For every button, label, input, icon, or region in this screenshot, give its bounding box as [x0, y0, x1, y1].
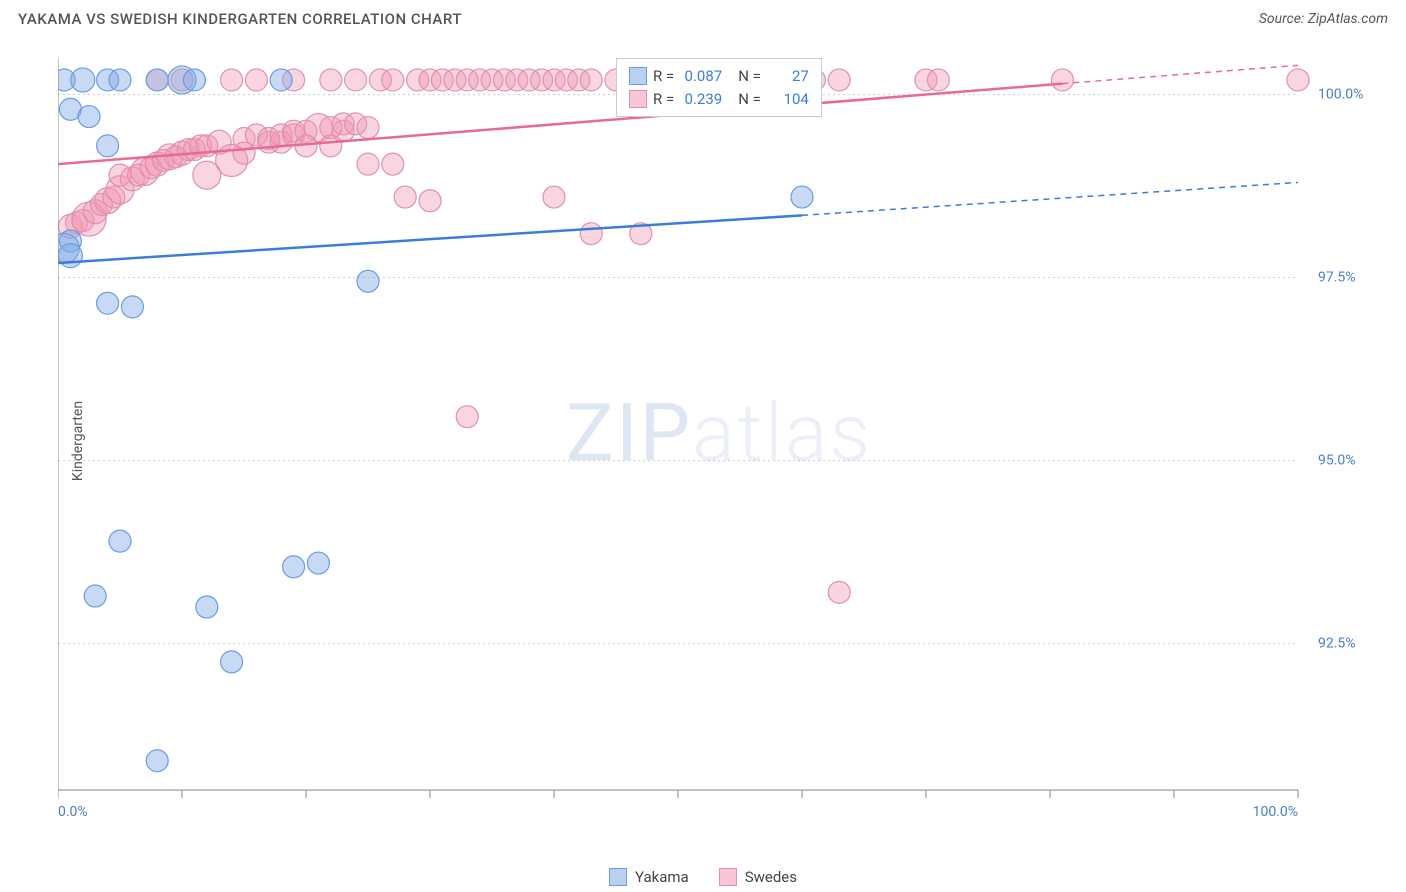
chart-source: Source: ZipAtlas.com	[1259, 11, 1388, 27]
data-point	[183, 69, 205, 91]
data-point	[283, 556, 305, 578]
scatter-chart: 92.5% 95.0% 97.5% 100.0% 0.0% 100.0%	[58, 48, 1380, 818]
data-point	[58, 244, 82, 268]
data-point	[456, 406, 478, 428]
r-value: 0.087	[680, 65, 722, 88]
x-tick-label: 100.0%	[1253, 804, 1298, 818]
data-point	[121, 296, 143, 318]
trend-line	[58, 215, 802, 263]
legend-swatch-icon	[719, 868, 737, 886]
legend-item: Swedes	[719, 868, 797, 886]
legend-swatch-icon	[629, 90, 647, 108]
stats-legend: R = 0.087 N = 27 R = 0.239 N = 104	[616, 58, 822, 117]
n-label: N =	[738, 65, 761, 88]
legend-swatch-icon	[609, 868, 627, 886]
y-tick-label: 95.0%	[1318, 452, 1356, 468]
legend-label: Yakama	[635, 868, 689, 886]
data-point	[146, 750, 168, 772]
data-point	[97, 135, 119, 157]
data-point	[1051, 69, 1073, 91]
y-axis-label: Kindergarten	[70, 401, 86, 481]
x-tick-label: 0.0%	[58, 804, 88, 818]
r-label: R =	[653, 65, 674, 88]
trend-line-extrapolated	[802, 182, 1298, 215]
data-point	[927, 69, 949, 91]
data-point	[357, 117, 379, 139]
data-point	[320, 135, 342, 157]
data-point	[1287, 69, 1309, 91]
y-tick-label: 100.0%	[1318, 86, 1363, 102]
chart-title: YAKAMA VS SWEDISH KINDERGARTEN CORRELATI…	[18, 10, 462, 28]
data-point	[828, 581, 850, 603]
stats-legend-row: R = 0.239 N = 104	[629, 88, 809, 111]
data-point	[345, 69, 367, 91]
data-point	[394, 186, 416, 208]
stats-legend-row: R = 0.087 N = 27	[629, 65, 809, 88]
data-point	[580, 223, 602, 245]
legend-item: Yakama	[609, 868, 689, 886]
legend-swatch-icon	[629, 67, 647, 85]
data-point	[221, 651, 243, 673]
r-value: 0.239	[680, 88, 722, 111]
data-point	[109, 69, 131, 91]
trend-line	[58, 84, 1062, 165]
data-point	[78, 106, 100, 128]
data-point	[146, 69, 168, 91]
data-point	[109, 530, 131, 552]
y-tick-label: 92.5%	[1318, 635, 1356, 651]
data-point	[357, 153, 379, 175]
data-point	[71, 68, 95, 92]
data-point	[382, 153, 404, 175]
data-point	[580, 69, 602, 91]
trend-line-extrapolated	[1062, 65, 1298, 83]
data-point	[828, 69, 850, 91]
data-point	[320, 69, 342, 91]
r-label: R =	[653, 88, 674, 111]
data-point	[221, 69, 243, 91]
data-point	[543, 186, 565, 208]
data-point	[84, 585, 106, 607]
data-point	[270, 69, 292, 91]
y-tick-label: 97.5%	[1318, 269, 1356, 285]
data-point	[307, 552, 329, 574]
data-point	[419, 190, 441, 212]
legend-label: Swedes	[745, 868, 797, 886]
series-legend: Yakama Swedes	[609, 868, 797, 886]
plot-container: Kindergarten 92.5% 95.0% 97.5% 100.0% 0.0% 10…	[58, 48, 1380, 818]
chart-header: YAKAMA VS SWEDISH KINDERGARTEN CORRELATI…	[0, 0, 1406, 36]
data-point	[97, 292, 119, 314]
data-point	[357, 270, 379, 292]
data-point	[245, 69, 267, 91]
data-point	[382, 69, 404, 91]
data-point	[196, 596, 218, 618]
n-value: 104	[767, 88, 809, 111]
n-value: 27	[767, 65, 809, 88]
n-label: N =	[738, 88, 761, 111]
data-point	[791, 186, 813, 208]
